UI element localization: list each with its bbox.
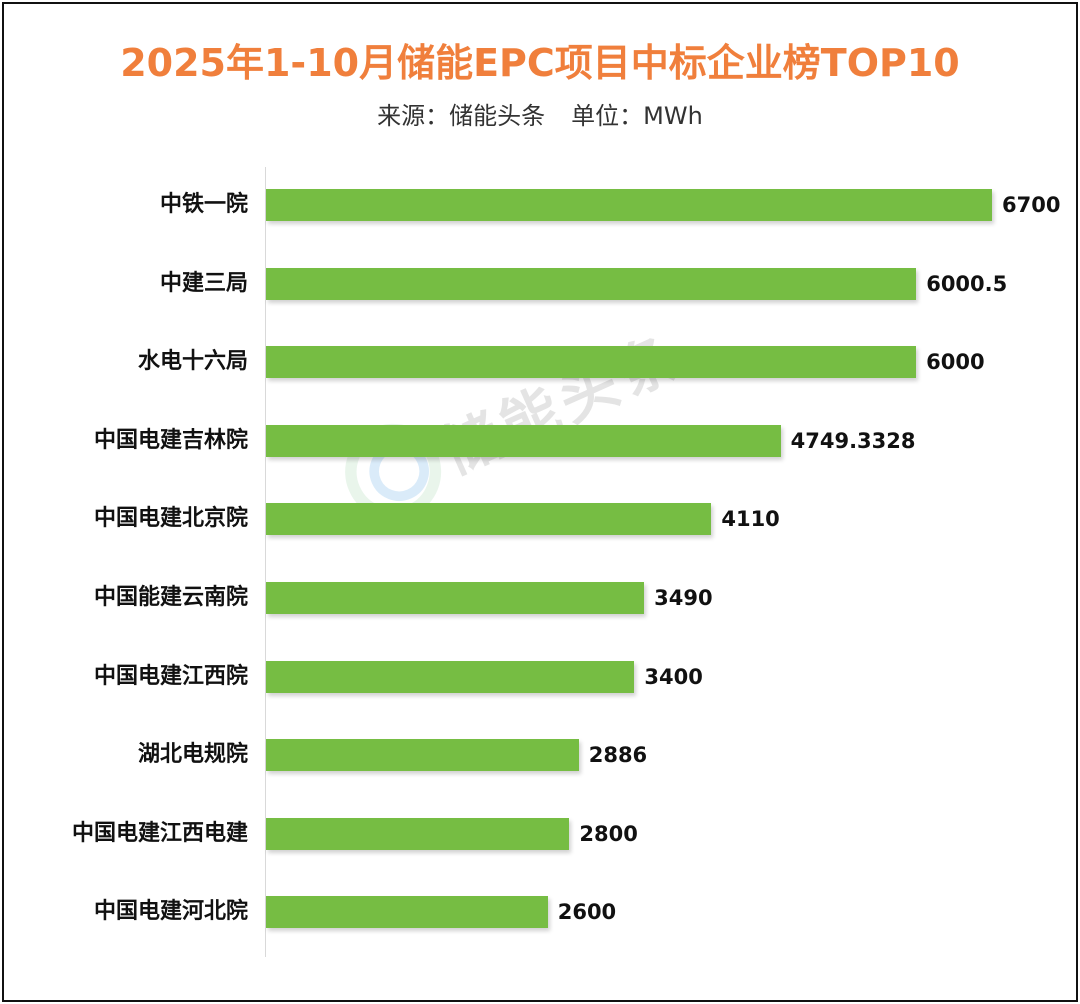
data-label: 2886 xyxy=(588,743,648,768)
category-label: 中国电建北京院 xyxy=(93,506,248,532)
category-label: 水电十六局 xyxy=(137,349,248,375)
chart-title: 2025年1-10月储能EPC项目中标企业榜TOP10 xyxy=(120,41,960,85)
data-label: 6000.5 xyxy=(926,271,1008,296)
bar xyxy=(266,189,992,221)
category-label: 中国电建吉林院 xyxy=(93,427,248,453)
category-label: 中建三局 xyxy=(159,270,248,296)
bar xyxy=(266,503,712,536)
bar xyxy=(266,582,645,614)
y-axis-line xyxy=(265,167,266,957)
unit-label: 单位：MWh xyxy=(571,102,703,130)
bar xyxy=(266,896,548,929)
bar xyxy=(266,660,635,693)
data-label: 3490 xyxy=(654,586,713,610)
category-label: 中铁一院 xyxy=(159,192,248,217)
bar xyxy=(266,424,781,457)
data-label: 2600 xyxy=(557,900,617,925)
data-label: 6700 xyxy=(1002,193,1061,217)
watermark-text: 储能头条 xyxy=(431,321,694,488)
data-label: 6000 xyxy=(926,350,985,375)
category-label: 中国电建江西电建 xyxy=(71,820,248,846)
data-label: 3400 xyxy=(644,664,703,689)
bar xyxy=(266,346,917,379)
bar xyxy=(266,817,570,850)
category-label: 中国电建江西院 xyxy=(93,663,248,689)
data-label: 2800 xyxy=(579,821,638,846)
chart-subtitle: 来源：储能头条 单位：MWh xyxy=(4,96,1076,131)
category-label: 中国电建河北院 xyxy=(93,899,248,925)
category-label: 中国能建云南院 xyxy=(93,585,248,610)
source-label: 来源：储能头条 xyxy=(377,102,546,130)
bar xyxy=(266,739,579,772)
category-label: 湖北电规院 xyxy=(137,742,248,768)
data-label: 4110 xyxy=(721,507,780,532)
data-label: 4749.3328 xyxy=(790,428,916,453)
bar xyxy=(266,267,917,300)
